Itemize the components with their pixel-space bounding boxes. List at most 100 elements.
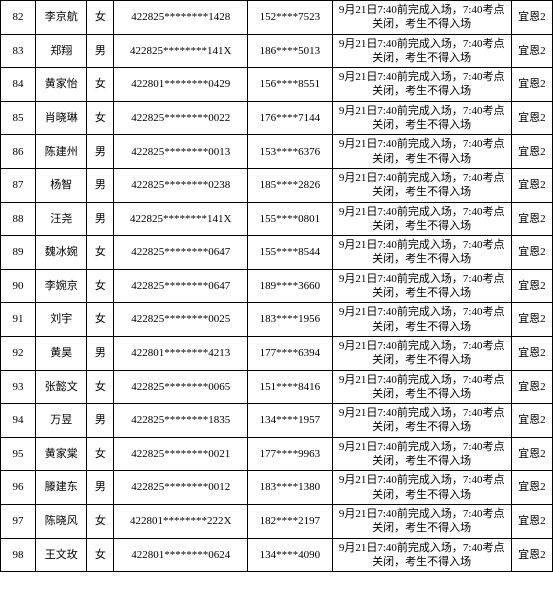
cell-location: 宜恩2 bbox=[511, 538, 552, 572]
cell-phone: 183****1380 bbox=[248, 471, 332, 505]
cell-note: 9月21日7:40前完成入场，7:40考点关闭，考生不得入场 bbox=[332, 471, 511, 505]
cell-idnum: 422825********1428 bbox=[114, 1, 248, 35]
cell-gender: 男 bbox=[87, 471, 114, 505]
cell-idnum: 422825********0022 bbox=[114, 101, 248, 135]
cell-name: 刘宇 bbox=[36, 303, 87, 337]
cell-gender: 女 bbox=[87, 437, 114, 471]
cell-note: 9月21日7:40前完成入场，7:40考点关闭，考生不得入场 bbox=[332, 1, 511, 35]
cell-gender: 女 bbox=[87, 1, 114, 35]
cell-index: 82 bbox=[1, 1, 36, 35]
cell-gender: 女 bbox=[87, 101, 114, 135]
cell-note: 9月21日7:40前完成入场，7:40考点关闭，考生不得入场 bbox=[332, 370, 511, 404]
cell-gender: 男 bbox=[87, 135, 114, 169]
table-row: 82李京航女422825********1428152****75239月21日… bbox=[1, 1, 553, 35]
cell-phone: 177****6394 bbox=[248, 336, 332, 370]
cell-index: 85 bbox=[1, 101, 36, 135]
cell-idnum: 422801********222X bbox=[114, 504, 248, 538]
cell-index: 84 bbox=[1, 68, 36, 102]
cell-phone: 151****8416 bbox=[248, 370, 332, 404]
cell-name: 黄家怡 bbox=[36, 68, 87, 102]
cell-note: 9月21日7:40前完成入场，7:40考点关闭，考生不得入场 bbox=[332, 303, 511, 337]
cell-phone: 186****5013 bbox=[248, 34, 332, 68]
table-row: 93张懿文女422825********0065151****84169月21日… bbox=[1, 370, 553, 404]
cell-idnum: 422825********0647 bbox=[114, 236, 248, 270]
cell-index: 90 bbox=[1, 269, 36, 303]
cell-gender: 女 bbox=[87, 504, 114, 538]
cell-phone: 183****1956 bbox=[248, 303, 332, 337]
cell-location: 宜恩2 bbox=[511, 437, 552, 471]
roster-table-body: 82李京航女422825********1428152****75239月21日… bbox=[1, 1, 553, 572]
cell-index: 83 bbox=[1, 34, 36, 68]
cell-location: 宜恩2 bbox=[511, 404, 552, 438]
table-row: 90李婉京女422825********0647189****36609月21日… bbox=[1, 269, 553, 303]
cell-note: 9月21日7:40前完成入场，7:40考点关闭，考生不得入场 bbox=[332, 404, 511, 438]
cell-location: 宜恩2 bbox=[511, 471, 552, 505]
cell-note: 9月21日7:40前完成入场，7:40考点关闭，考生不得入场 bbox=[332, 202, 511, 236]
cell-note: 9月21日7:40前完成入场，7:40考点关闭，考生不得入场 bbox=[332, 168, 511, 202]
cell-gender: 女 bbox=[87, 236, 114, 270]
cell-index: 86 bbox=[1, 135, 36, 169]
cell-gender: 男 bbox=[87, 336, 114, 370]
cell-gender: 女 bbox=[87, 68, 114, 102]
cell-location: 宜恩2 bbox=[511, 68, 552, 102]
cell-note: 9月21日7:40前完成入场，7:40考点关闭，考生不得入场 bbox=[332, 34, 511, 68]
table-row: 83郑翔男422825********141X186****50139月21日7… bbox=[1, 34, 553, 68]
cell-name: 杨智 bbox=[36, 168, 87, 202]
cell-index: 98 bbox=[1, 538, 36, 572]
roster-table: 82李京航女422825********1428152****75239月21日… bbox=[0, 0, 553, 572]
table-row: 98王文玫女422801********0624134****40909月21日… bbox=[1, 538, 553, 572]
cell-index: 91 bbox=[1, 303, 36, 337]
table-row: 87杨智男422825********0238185****28269月21日7… bbox=[1, 168, 553, 202]
cell-note: 9月21日7:40前完成入场，7:40考点关闭，考生不得入场 bbox=[332, 437, 511, 471]
cell-index: 88 bbox=[1, 202, 36, 236]
cell-note: 9月21日7:40前完成入场，7:40考点关闭，考生不得入场 bbox=[332, 336, 511, 370]
cell-name: 魏冰婉 bbox=[36, 236, 87, 270]
table-row: 86陈建州男422825********0013153****63769月21日… bbox=[1, 135, 553, 169]
cell-idnum: 422825********0238 bbox=[114, 168, 248, 202]
cell-gender: 女 bbox=[87, 269, 114, 303]
cell-location: 宜恩2 bbox=[511, 504, 552, 538]
cell-note: 9月21日7:40前完成入场，7:40考点关闭，考生不得入场 bbox=[332, 101, 511, 135]
cell-index: 92 bbox=[1, 336, 36, 370]
cell-idnum: 422825********141X bbox=[114, 202, 248, 236]
cell-idnum: 422825********0647 bbox=[114, 269, 248, 303]
cell-name: 郑翔 bbox=[36, 34, 87, 68]
cell-gender: 男 bbox=[87, 202, 114, 236]
cell-note: 9月21日7:40前完成入场，7:40考点关闭，考生不得入场 bbox=[332, 135, 511, 169]
cell-name: 李婉京 bbox=[36, 269, 87, 303]
cell-index: 93 bbox=[1, 370, 36, 404]
cell-note: 9月21日7:40前完成入场，7:40考点关闭，考生不得入场 bbox=[332, 236, 511, 270]
cell-index: 87 bbox=[1, 168, 36, 202]
cell-gender: 男 bbox=[87, 168, 114, 202]
cell-name: 张懿文 bbox=[36, 370, 87, 404]
cell-location: 宜恩2 bbox=[511, 1, 552, 35]
cell-gender: 男 bbox=[87, 34, 114, 68]
roster-table-container: 82李京航女422825********1428152****75239月21日… bbox=[0, 0, 553, 572]
cell-name: 汪尧 bbox=[36, 202, 87, 236]
cell-idnum: 422825********0025 bbox=[114, 303, 248, 337]
table-row: 92黄昊男422801********4213177****63949月21日7… bbox=[1, 336, 553, 370]
cell-location: 宜恩2 bbox=[511, 269, 552, 303]
cell-phone: 152****7523 bbox=[248, 1, 332, 35]
cell-location: 宜恩2 bbox=[511, 236, 552, 270]
cell-phone: 176****7144 bbox=[248, 101, 332, 135]
cell-gender: 男 bbox=[87, 404, 114, 438]
cell-name: 肖晓琳 bbox=[36, 101, 87, 135]
cell-index: 89 bbox=[1, 236, 36, 270]
cell-gender: 女 bbox=[87, 303, 114, 337]
cell-location: 宜恩2 bbox=[511, 336, 552, 370]
cell-phone: 155****8544 bbox=[248, 236, 332, 270]
cell-phone: 153****6376 bbox=[248, 135, 332, 169]
cell-note: 9月21日7:40前完成入场，7:40考点关闭，考生不得入场 bbox=[332, 504, 511, 538]
cell-location: 宜恩2 bbox=[511, 370, 552, 404]
cell-idnum: 422825********0013 bbox=[114, 135, 248, 169]
cell-location: 宜恩2 bbox=[511, 202, 552, 236]
cell-gender: 女 bbox=[87, 538, 114, 572]
cell-index: 97 bbox=[1, 504, 36, 538]
cell-name: 黄昊 bbox=[36, 336, 87, 370]
cell-name: 陈晓风 bbox=[36, 504, 87, 538]
cell-idnum: 422801********4213 bbox=[114, 336, 248, 370]
table-row: 95黄家棠女422825********0021177****99639月21日… bbox=[1, 437, 553, 471]
cell-phone: 182****2197 bbox=[248, 504, 332, 538]
cell-idnum: 422825********141X bbox=[114, 34, 248, 68]
